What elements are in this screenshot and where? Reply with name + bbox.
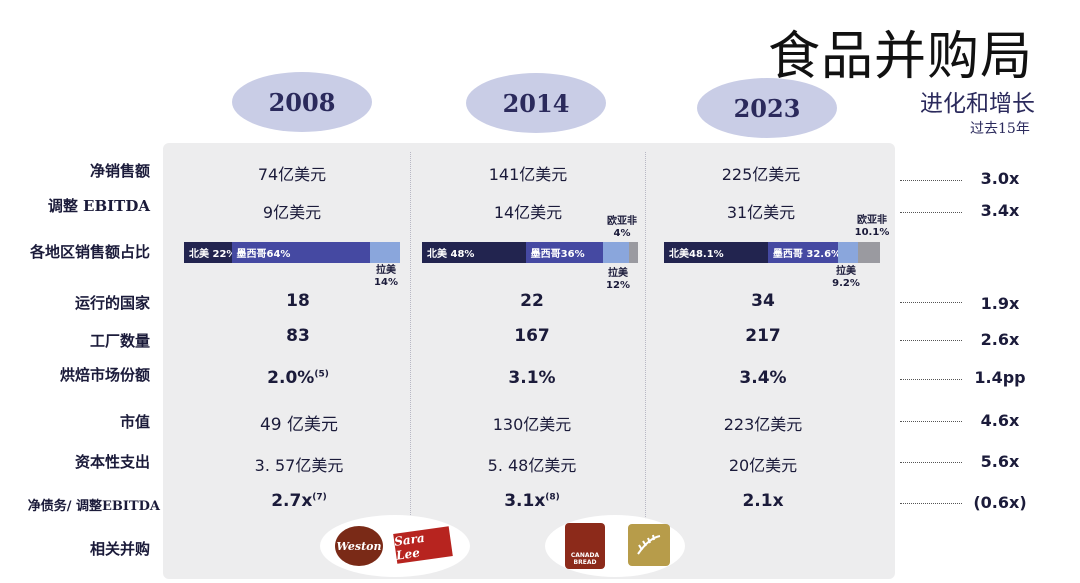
wheat-icon xyxy=(637,534,661,555)
leader-line xyxy=(900,302,962,303)
row-label-share: 烘焙市场份额 xyxy=(59,366,150,384)
column-divider xyxy=(645,152,646,557)
row-label-plants: 工厂数量 xyxy=(89,332,150,350)
leader-line xyxy=(900,340,962,341)
capex-2023: 20亿美元 xyxy=(728,456,798,475)
capex-2014: 5. 48亿美元 xyxy=(487,456,577,475)
bar-segment-north-america: 北美 48% xyxy=(422,242,526,263)
regional-bar-2008: 北美 22% 墨西哥64% xyxy=(184,242,400,263)
latam-name: 拉美 xyxy=(376,265,396,276)
canada-bread-logo: CANADA BREAD xyxy=(565,523,605,569)
bar-segment-latam xyxy=(369,242,400,263)
eaa-label-2023: 欧亚非 10.1% xyxy=(849,215,895,239)
bar-segment-eaa xyxy=(629,242,638,263)
multiple-net-sales: 3.0x xyxy=(980,169,1020,188)
column-divider xyxy=(410,152,411,557)
bar-segment-north-america: 北美48.1% xyxy=(664,242,768,263)
market-cap-2008: 49 亿美元 xyxy=(259,415,339,435)
latam-name: 拉美 xyxy=(836,266,856,277)
market-cap-2023: 223亿美元 xyxy=(723,415,803,434)
capex-2008: 3. 57亿美元 xyxy=(254,456,344,475)
leverage-2014: 3.1x(8) xyxy=(432,491,632,511)
plants-2008: 83 xyxy=(286,326,310,346)
row-label-leverage: 净债务/ 调整EBITDA xyxy=(27,499,160,514)
latam-pct: 12% xyxy=(606,280,630,291)
row-label-ebitda: 调整 EBITDA xyxy=(47,197,150,215)
share-2023: 3.4% xyxy=(739,368,787,388)
bar-segment-north-america: 北美 22% xyxy=(184,242,232,263)
row-label-market-cap: 市值 xyxy=(119,413,150,431)
leader-line xyxy=(900,212,962,213)
countries-2023: 34 xyxy=(751,291,775,311)
leverage-2008: 2.7x(7) xyxy=(199,491,399,511)
share-value: 2.0% xyxy=(267,368,315,388)
multiple-leverage: (0.6x) xyxy=(973,493,1027,512)
ebitda-2014: 14亿美元 xyxy=(493,203,563,222)
row-label-acquisitions: 相关并购 xyxy=(89,540,150,558)
plants-2014: 167 xyxy=(514,326,550,346)
footnote-ref: (8) xyxy=(545,492,560,503)
net-sales-2023: 225亿美元 xyxy=(721,165,801,184)
eaa-name: 欧亚非 xyxy=(857,215,887,226)
net-sales-2014: 141亿美元 xyxy=(488,165,568,184)
multiple-share: 1.4pp xyxy=(974,368,1026,387)
latam-pct: 9.2% xyxy=(832,278,860,289)
eaa-pct: 10.1% xyxy=(854,227,890,238)
latam-label-2023: 拉美 9.2% xyxy=(826,266,866,290)
leader-line xyxy=(900,503,962,504)
leverage-value: 2.7x xyxy=(271,491,313,511)
bar-segment-mexico: 墨西哥 32.6% xyxy=(767,242,839,263)
leader-line xyxy=(900,421,962,422)
leader-line xyxy=(900,462,962,463)
row-label-countries: 运行的国家 xyxy=(74,294,150,312)
eaa-pct: 4% xyxy=(613,228,631,239)
eaa-name: 欧亚非 xyxy=(607,216,637,227)
leverage-value: 3.1x xyxy=(504,491,546,511)
multiple-capex: 5.6x xyxy=(980,452,1020,471)
row-label-capex: 资本性支出 xyxy=(74,453,150,471)
footnote-ref: (7) xyxy=(312,492,327,503)
row-label-net-sales: 净销售额 xyxy=(89,162,150,180)
period-label: 过去15年 xyxy=(970,121,1030,137)
latam-label-2014: 拉美 12% xyxy=(598,268,638,292)
countries-2008: 18 xyxy=(286,291,310,311)
eaa-label-2014: 欧亚非 4% xyxy=(600,216,644,240)
bar-segment-latam xyxy=(603,242,630,263)
page-subtitle: 进化和增长 xyxy=(920,91,1035,117)
wheat-brand-logo xyxy=(628,524,670,566)
bar-segment-eaa xyxy=(858,242,880,263)
plants-2023: 217 xyxy=(745,326,781,346)
leader-line xyxy=(900,180,962,181)
year-2023-oval: 2023 xyxy=(697,78,837,138)
multiple-countries: 1.9x xyxy=(980,294,1020,313)
weston-logo: Weston xyxy=(335,526,383,566)
share-2014: 3.1% xyxy=(508,368,556,388)
row-label-regional: 各地区销售额占比 xyxy=(29,243,150,261)
countries-2014: 22 xyxy=(520,291,544,311)
latam-pct: 14% xyxy=(374,277,398,288)
multiple-market-cap: 4.6x xyxy=(980,411,1020,430)
page-title: 食品并购局 xyxy=(768,27,1034,87)
multiple-plants: 2.6x xyxy=(980,330,1020,349)
footnote-ref: (5) xyxy=(314,369,329,380)
regional-bar-2014: 北美 48% 墨西哥36% xyxy=(422,242,638,263)
year-2014-oval: 2014 xyxy=(466,73,606,133)
bar-segment-mexico: 墨西哥36% xyxy=(525,242,604,263)
share-2008: 2.0%(5) xyxy=(198,368,398,388)
market-cap-2014: 130亿美元 xyxy=(492,415,572,434)
ebitda-2023: 31亿美元 xyxy=(726,203,796,222)
leverage-2023: 2.1x xyxy=(742,491,784,511)
regional-bar-2023: 北美48.1% 墨西哥 32.6% xyxy=(664,242,880,263)
multiple-ebitda: 3.4x xyxy=(980,201,1020,220)
latam-label-2008: 拉美 14% xyxy=(366,265,406,289)
leader-line xyxy=(900,379,962,380)
net-sales-2008: 74亿美元 xyxy=(257,165,327,184)
bar-segment-latam xyxy=(838,242,859,263)
year-2008-oval: 2008 xyxy=(232,72,372,132)
table-panel xyxy=(163,143,895,579)
latam-name: 拉美 xyxy=(608,268,628,279)
ebitda-2008: 9亿美元 xyxy=(262,203,322,222)
bar-segment-mexico: 墨西哥64% xyxy=(231,242,370,263)
